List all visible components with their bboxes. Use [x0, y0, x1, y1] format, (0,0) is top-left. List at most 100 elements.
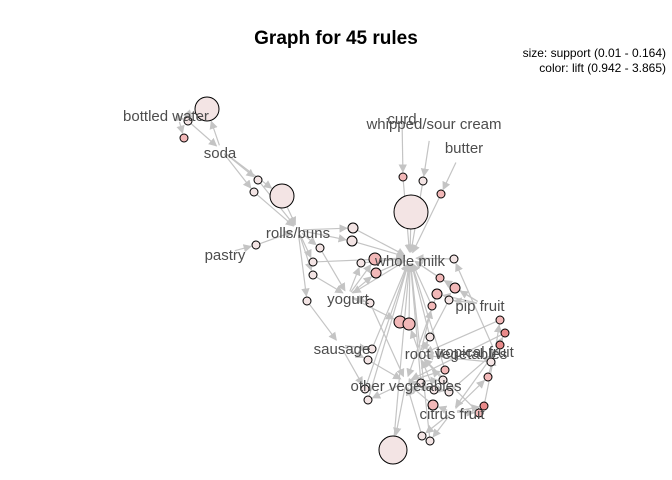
rule-edge-66: [341, 349, 364, 386]
rule-edge-89: [405, 386, 422, 433]
item-label-tropical-fruit: tropical fruit: [436, 344, 514, 361]
rule-edge-88: [425, 414, 449, 434]
rule-edge-43: [405, 263, 414, 319]
rule-node-29: [425, 332, 435, 342]
rule-edge-80: [455, 379, 486, 409]
rule-edge-3: [182, 109, 196, 118]
rule-edge-64: [344, 346, 365, 359]
rule-node-33: [367, 344, 377, 354]
item-label-other-vegetables: other vegetables: [351, 378, 462, 395]
rule-edge-19: [298, 234, 310, 297]
rule-edge-12: [259, 230, 294, 245]
rule-node-23: [449, 282, 461, 294]
legend-color: color: lift (0.942 - 3.865): [539, 61, 666, 75]
rule-node-13: [315, 243, 325, 253]
rule-edge-1: [190, 123, 218, 147]
rule-edge-78: [410, 382, 445, 394]
rule-node-17: [370, 267, 382, 279]
rule-edge-92: [393, 386, 406, 437]
rule-edge-36: [349, 266, 361, 292]
rule-edge-39: [371, 306, 405, 378]
rule-node-7: [418, 176, 428, 186]
rule-node-11: [346, 235, 358, 247]
rule-edge-15: [299, 234, 312, 259]
rule-edge-79: [451, 355, 492, 390]
rule-edge-52: [455, 262, 494, 348]
rule-node-5: [269, 183, 295, 209]
rule-edge-67: [365, 262, 410, 386]
rule-edge-21: [302, 224, 348, 233]
rule-edge-11: [234, 244, 253, 253]
rule-node-3: [253, 175, 263, 185]
rule-edge-9: [224, 152, 273, 189]
item-label-soda: soda: [204, 145, 237, 162]
rule-edge-86: [456, 408, 475, 417]
rule-node-46: [474, 408, 484, 418]
rule-edge-20: [308, 303, 337, 341]
rule-edge-38: [352, 295, 366, 304]
rule-edge-22: [357, 229, 406, 256]
rule-node-41: [360, 384, 370, 394]
item-label-rolls-buns: rolls/buns: [266, 225, 330, 242]
rule-edge-14: [321, 251, 346, 292]
rule-edge-31: [406, 228, 415, 253]
rule-node-35: [486, 357, 496, 367]
rule-edge-94: [420, 340, 429, 351]
item-label-layer: bottled water soda curd whipped/sour cre…: [123, 108, 515, 423]
graph-legend: size: support (0.01 - 0.164) color: lift…: [523, 46, 666, 76]
rule-node-22: [435, 273, 445, 283]
rule-node-18: [449, 254, 459, 264]
rule-node-44: [427, 399, 439, 411]
rule-node-31: [500, 328, 510, 338]
rule-edge-46: [459, 290, 479, 303]
rule-edge-68: [371, 383, 402, 399]
rule-edge-65: [371, 361, 402, 380]
rule-node-15: [308, 270, 318, 280]
rule-edge-10: [286, 206, 296, 226]
rule-edge-42: [409, 329, 419, 351]
item-label-pastry: pastry: [205, 247, 246, 264]
rule-node-34: [363, 355, 373, 365]
rule-node-20: [302, 296, 312, 306]
item-label-curd: curd: [387, 111, 416, 128]
rule-node-9: [393, 194, 429, 230]
rule-edge-25: [398, 122, 407, 173]
rule-edge-8: [256, 194, 295, 227]
rule-node-49: [378, 435, 408, 465]
rule-edge-24: [356, 241, 406, 259]
item-label-bottled-water: bottled water: [123, 108, 209, 125]
rule-node-36: [440, 365, 450, 375]
rule-edge-95: [409, 262, 430, 334]
rule-node-43: [483, 372, 493, 382]
item-label-butter: butter: [445, 140, 483, 157]
rule-edge-40: [352, 297, 395, 320]
rule-edge-41: [400, 263, 413, 317]
rule-edge-91: [407, 263, 431, 438]
rule-edge-23: [302, 230, 347, 243]
rule-node-25: [444, 295, 454, 305]
rule-edge-30: [412, 197, 440, 254]
rule-node-30: [495, 315, 505, 325]
rule-node-26: [427, 301, 437, 311]
rule-edge-13: [301, 232, 317, 246]
item-label-whole-milk: whole milk: [374, 253, 446, 270]
rule-node-48: [425, 436, 435, 446]
rule-edge-61: [425, 352, 488, 363]
rule-node-39: [429, 385, 439, 395]
rule-node-10: [347, 222, 359, 234]
rule-edge-82: [437, 405, 448, 414]
rule-node-40: [444, 387, 454, 397]
rule-edge-47: [414, 260, 452, 286]
rule-node-19: [356, 258, 366, 268]
rule-edge-63: [372, 262, 409, 346]
rule-node-14: [308, 257, 318, 267]
rule-node-0: [194, 96, 220, 122]
item-label-pip-fruit: pip fruit: [455, 298, 505, 315]
rule-edge-6: [223, 153, 252, 189]
rule-node-2: [179, 133, 189, 143]
item-label-sausage: sausage: [314, 341, 371, 358]
rule-edge-55: [424, 321, 497, 354]
rule-node-8: [436, 189, 446, 199]
rule-node-12: [251, 240, 261, 250]
